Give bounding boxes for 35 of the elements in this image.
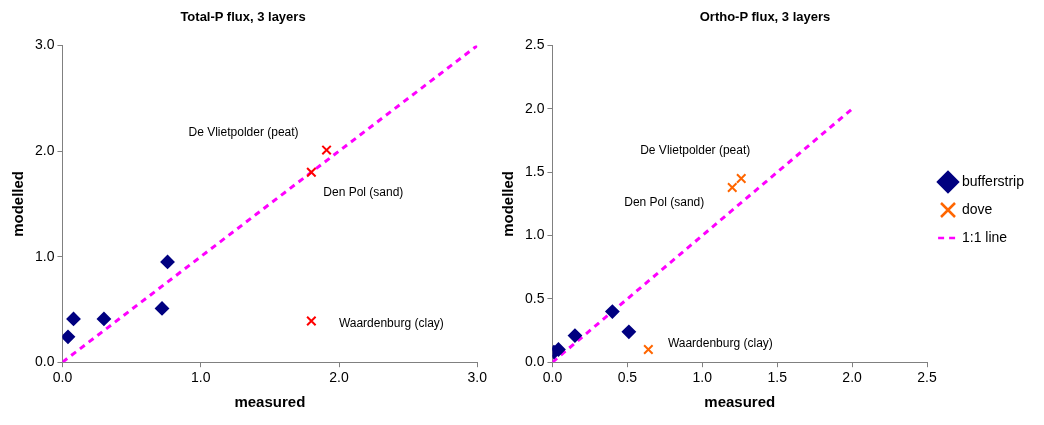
legend-label: bufferstrip: [962, 172, 1025, 189]
chart-title: Ortho-P flux, 3 layers: [699, 9, 831, 25]
x-tick-label: 2.5: [917, 369, 937, 386]
y-axis-title: modelled: [9, 170, 27, 237]
y-tick-label: 1.5: [524, 163, 545, 180]
x-tick-label: 0.0: [52, 369, 73, 386]
legend-label: 1:1 line: [962, 228, 1008, 245]
annotation: Den Pol (sand): [624, 194, 705, 209]
annotation: Waardenburg (clay): [338, 316, 444, 331]
y-tick-label: 0.5: [524, 289, 545, 306]
x-axis-title: measured: [234, 393, 306, 411]
x-tick-label: 2.0: [842, 369, 863, 386]
y-tick-label: 0.0: [34, 353, 55, 370]
y-tick-label: 2.5: [524, 36, 545, 53]
legend-label: dove: [962, 200, 993, 217]
annotation: Waardenburg (clay): [667, 335, 773, 350]
x-axis-title: measured: [704, 393, 776, 411]
annotation: Den Pol (sand): [323, 184, 404, 199]
x-tick-label: 1.5: [767, 369, 788, 386]
x-tick-label: 0.0: [542, 369, 563, 386]
x-tick-label: 1.0: [692, 369, 713, 386]
y-tick-label: 0.0: [524, 353, 545, 370]
y-tick-label: 1.0: [524, 226, 545, 243]
y-tick-label: 1.0: [34, 247, 55, 264]
x-tick-label: 1.0: [191, 369, 211, 386]
x-tick-label: 3.0: [467, 369, 488, 386]
annotation: De Vlietpolder (peat): [640, 142, 751, 157]
x-tick-label: 2.0: [329, 369, 349, 386]
y-tick-label: 3.0: [34, 36, 55, 53]
x-tick-label: 0.5: [617, 369, 638, 386]
chart-title: Total-P flux, 3 layers: [180, 9, 306, 25]
y-tick-label: 2.0: [34, 141, 55, 158]
y-axis-title: modelled: [499, 170, 517, 237]
annotation: De Vlietpolder (peat): [188, 125, 299, 140]
y-tick-label: 2.0: [524, 99, 545, 116]
